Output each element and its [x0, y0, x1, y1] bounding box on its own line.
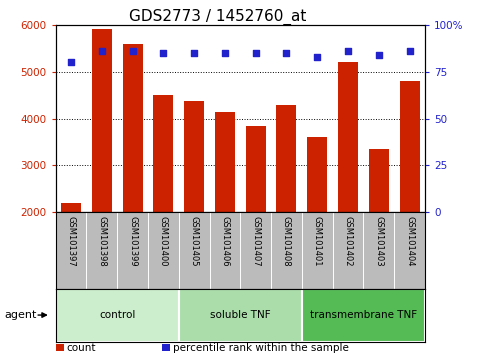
Text: agent: agent [5, 310, 37, 320]
Point [283, 50, 290, 56]
Text: GSM101399: GSM101399 [128, 216, 137, 267]
Bar [246, 126, 266, 306]
Text: count: count [67, 343, 96, 353]
Text: GSM101403: GSM101403 [374, 216, 384, 267]
Text: percentile rank within the sample: percentile rank within the sample [173, 343, 349, 353]
Bar [184, 101, 204, 306]
Text: transmembrane TNF: transmembrane TNF [310, 310, 417, 320]
Point [221, 50, 229, 56]
Bar [302, 289, 425, 342]
Text: GSM101401: GSM101401 [313, 216, 322, 267]
Bar [307, 137, 327, 306]
Bar [338, 62, 358, 306]
Text: GSM101404: GSM101404 [405, 216, 414, 267]
Bar [153, 95, 173, 306]
Point [375, 52, 383, 58]
Text: GSM101398: GSM101398 [97, 216, 106, 267]
Bar [61, 203, 81, 306]
Point [128, 48, 136, 54]
Point [159, 50, 167, 56]
Point [190, 50, 198, 56]
Text: soluble TNF: soluble TNF [210, 310, 270, 320]
Point [67, 59, 75, 65]
Text: control: control [99, 310, 135, 320]
Text: GSM101402: GSM101402 [343, 216, 353, 267]
Text: GDS2773 / 1452760_at: GDS2773 / 1452760_at [128, 9, 306, 25]
Point [313, 54, 321, 59]
Text: GSM101408: GSM101408 [282, 216, 291, 267]
Text: GSM101400: GSM101400 [159, 216, 168, 267]
Point [98, 48, 106, 54]
Bar [369, 149, 389, 306]
Bar [92, 29, 112, 306]
Text: GSM101405: GSM101405 [190, 216, 199, 267]
Bar [276, 104, 297, 306]
Point [252, 50, 259, 56]
Bar [56, 289, 179, 342]
Text: GSM101407: GSM101407 [251, 216, 260, 267]
Text: GSM101397: GSM101397 [67, 216, 75, 267]
Bar [179, 289, 302, 342]
Text: GSM101406: GSM101406 [220, 216, 229, 267]
Bar [123, 44, 142, 306]
Point [406, 48, 413, 54]
Bar [399, 81, 420, 306]
Point [344, 48, 352, 54]
Bar [215, 112, 235, 306]
